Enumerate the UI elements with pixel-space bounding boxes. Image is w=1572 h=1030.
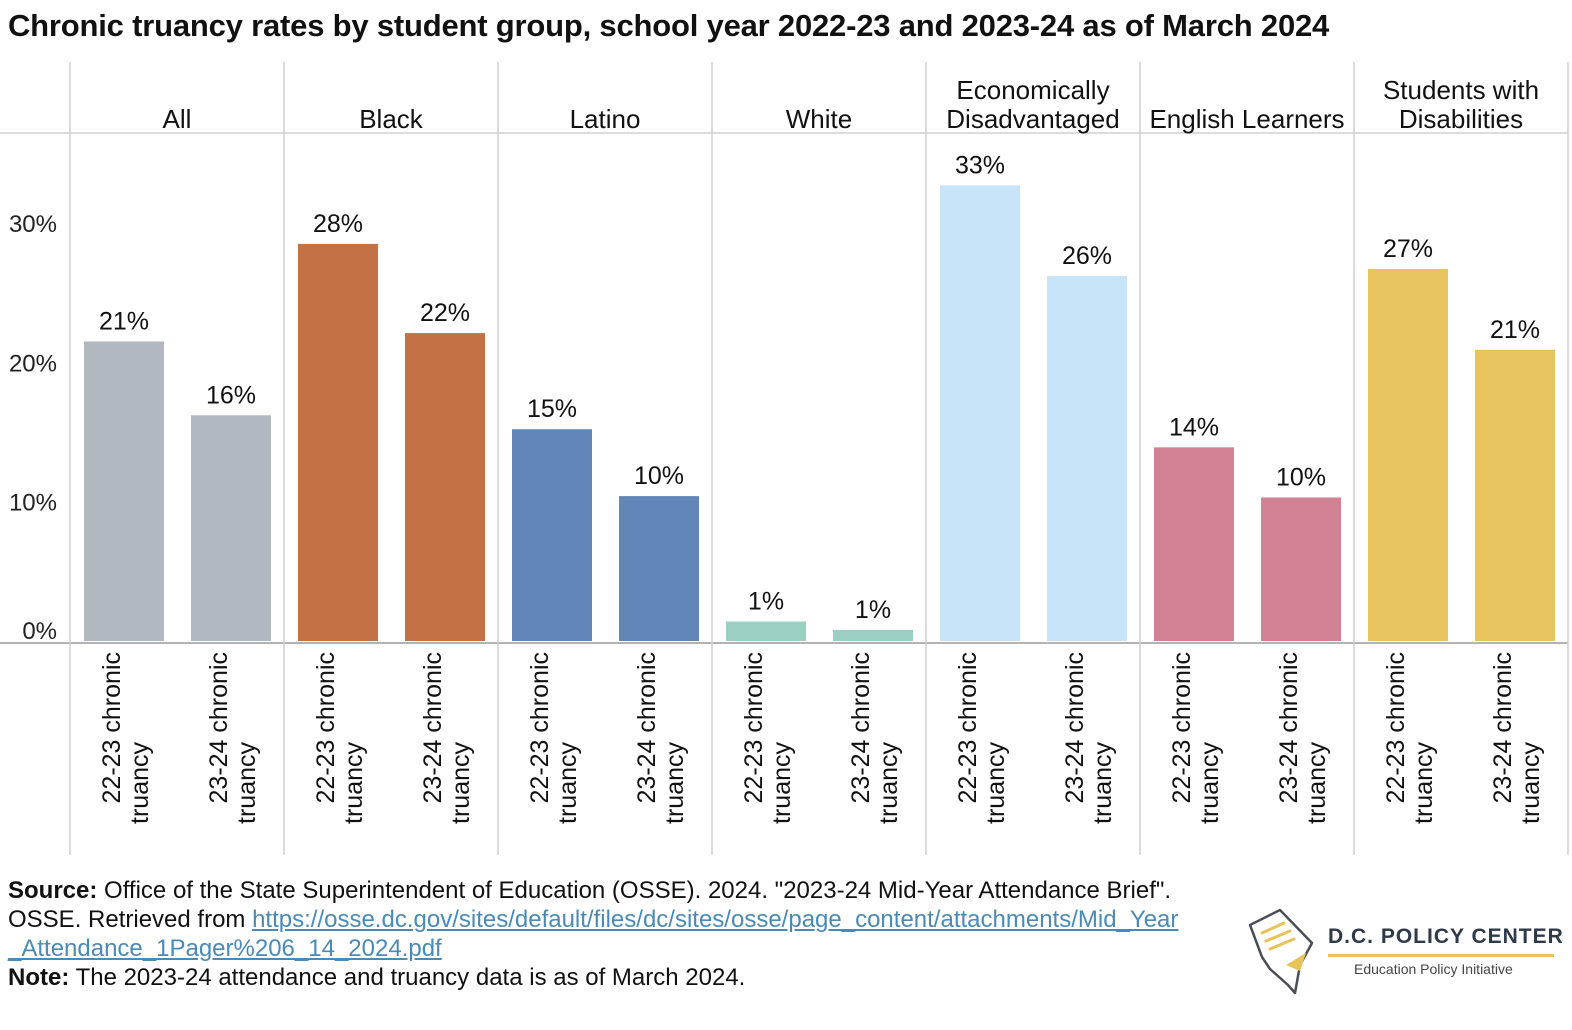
bar-value-label: 16%	[206, 381, 256, 409]
x-tick-label: 22-23 chronic	[954, 652, 982, 803]
x-tick-label: truancy	[1517, 742, 1545, 824]
x-tick-label: truancy	[768, 742, 796, 824]
bar-value-label: 28%	[313, 210, 363, 238]
x-tick-label: truancy	[875, 742, 903, 824]
bar	[298, 243, 378, 641]
bar-value-label: 15%	[527, 395, 577, 423]
source-label: Source:	[8, 877, 98, 904]
group-header: Black	[359, 104, 424, 134]
x-tick-label: 22-23 chronic	[98, 652, 126, 803]
x-tick-label: 23-24 chronic	[847, 652, 875, 803]
bar	[1368, 268, 1448, 641]
x-tick-label: 23-24 chronic	[419, 652, 447, 803]
bar-value-label: 1%	[748, 587, 784, 615]
chart-title: Chronic truancy rates by student group, …	[8, 8, 1330, 43]
bar-value-label: 10%	[1276, 463, 1326, 491]
x-tick-label: truancy	[1196, 742, 1224, 824]
note-text: The 2023-24 attendance and truancy data …	[69, 964, 746, 991]
chart-footer: Source: Office of the State Superintende…	[8, 876, 1188, 992]
bar	[512, 429, 592, 641]
group-header: Disabilities	[1399, 104, 1523, 134]
bar	[191, 415, 271, 641]
source-link[interactable]: https://osse.dc.gov/sites/default/files/…	[8, 906, 1179, 962]
y-tick-label: 30%	[9, 211, 57, 238]
bar-value-label: 21%	[99, 307, 149, 335]
logo-rule	[1328, 954, 1554, 957]
bar	[833, 629, 913, 641]
dc-policy-center-logo: D.C. POLICY CENTER Education Policy Init…	[1240, 905, 1563, 1000]
group-header: Disadvantaged	[946, 104, 1119, 134]
x-tick-label: truancy	[126, 742, 154, 824]
x-tick-label: truancy	[982, 742, 1010, 824]
source-line: Source: Office of the State Superintende…	[8, 876, 1188, 963]
x-tick-label: truancy	[1410, 742, 1438, 824]
y-tick-label: 0%	[22, 618, 57, 645]
logo-org-name: D.C. POLICY CENTER	[1328, 925, 1564, 948]
x-tick-label: 23-24 chronic	[205, 652, 233, 803]
bar-value-label: 22%	[420, 299, 470, 327]
x-tick-label: truancy	[1089, 742, 1117, 824]
x-tick-label: 23-24 chronic	[1489, 652, 1517, 803]
bar-value-label: 27%	[1383, 235, 1433, 263]
group-header: English Learners	[1149, 104, 1344, 134]
bar	[84, 341, 164, 641]
bar	[726, 621, 806, 641]
group-header: All	[163, 104, 192, 134]
bar	[1154, 447, 1234, 641]
bar	[940, 185, 1020, 641]
bar-value-label: 26%	[1062, 242, 1112, 270]
bar-value-label: 10%	[634, 462, 684, 490]
dc-map-icon	[1248, 908, 1314, 995]
note-line: Note: The 2023-24 attendance and truancy…	[8, 963, 1188, 992]
x-tick-label: truancy	[447, 742, 475, 824]
y-tick-label: 20%	[9, 350, 57, 377]
x-tick-label: 22-23 chronic	[1168, 652, 1196, 803]
x-tick-label: 22-23 chronic	[740, 652, 768, 803]
group-header: Students with	[1383, 75, 1539, 105]
x-tick-label: 22-23 chronic	[312, 652, 340, 803]
group-header: White	[786, 104, 852, 134]
x-tick-label: truancy	[233, 742, 261, 824]
x-tick-label: truancy	[554, 742, 582, 824]
group-header: Economically	[956, 75, 1109, 105]
y-tick-label: 10%	[9, 490, 57, 517]
source-text: Office of the State Superintendent of Ed…	[8, 877, 1172, 933]
x-tick-label: truancy	[661, 742, 689, 824]
bar	[405, 333, 485, 641]
bar	[1261, 497, 1341, 641]
bar-value-label: 21%	[1490, 316, 1540, 344]
bar	[1475, 349, 1555, 641]
x-tick-label: 23-24 chronic	[1061, 652, 1089, 803]
x-tick-label: 23-24 chronic	[633, 652, 661, 803]
bar-value-label: 1%	[855, 596, 891, 624]
group-header: Latino	[570, 104, 641, 134]
x-tick-label: 22-23 chronic	[1382, 652, 1410, 803]
bar	[619, 496, 699, 641]
note-label: Note:	[8, 964, 70, 991]
x-tick-label: 22-23 chronic	[526, 652, 554, 803]
x-tick-label: 23-24 chronic	[1275, 652, 1303, 803]
logo-subtitle: Education Policy Initiative	[1354, 961, 1513, 977]
bar-value-label: 33%	[955, 151, 1005, 179]
x-tick-label: truancy	[1303, 742, 1331, 824]
bar-value-label: 14%	[1169, 413, 1219, 441]
bar	[1047, 275, 1127, 641]
x-tick-label: truancy	[340, 742, 368, 824]
